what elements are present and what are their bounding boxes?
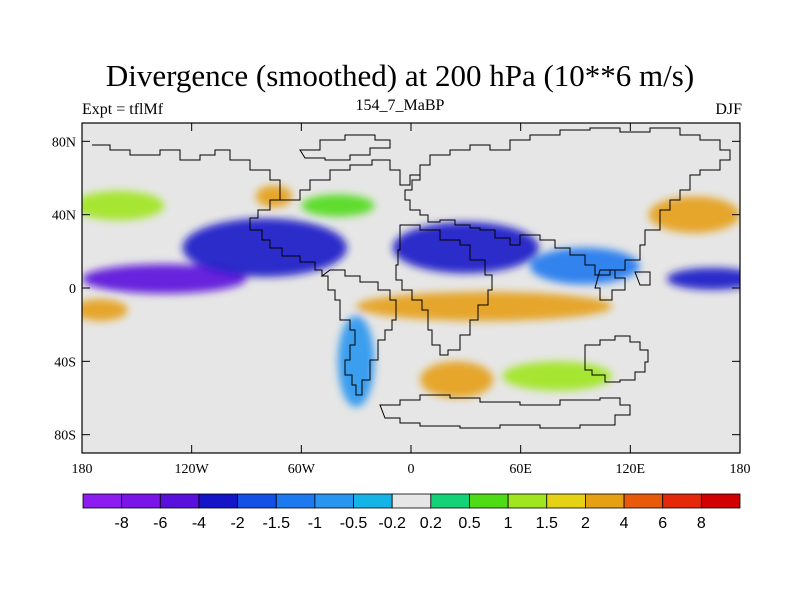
colorbar-box	[198, 493, 238, 509]
colorbar-label: -1.5	[262, 515, 290, 532]
colorbar-label: 0.2	[420, 515, 442, 532]
field-patch	[337, 315, 375, 408]
field-patch	[502, 361, 613, 391]
colorbar-box	[237, 493, 277, 509]
colorbar-box	[430, 493, 470, 509]
colorbar-box	[121, 493, 161, 509]
field-patch	[648, 196, 740, 234]
run-label: 154_7_MaBP	[355, 97, 445, 114]
field-patch	[255, 185, 293, 208]
coastline-maritime-continent	[594, 269, 651, 301]
colorbar-box	[700, 493, 741, 509]
y-tick-label: 80N	[52, 135, 76, 150]
field-patch	[82, 264, 247, 294]
divergence-field	[82, 185, 740, 408]
x-axis: 180 120W 60W 0 60E 120E 180	[72, 123, 751, 477]
x-tick-label: 60W	[288, 462, 316, 477]
colorbar-label: -4	[192, 515, 206, 532]
x-tick-label: 60E	[509, 462, 532, 477]
x-tick-label: 180	[72, 462, 93, 477]
coastline-africa	[395, 224, 493, 356]
field-patch	[182, 218, 348, 277]
colorbar-label: 2	[581, 515, 590, 532]
colorbar-label: -0.5	[340, 515, 368, 532]
colorbar-box	[275, 493, 316, 509]
colorbar-box	[507, 493, 548, 509]
colorbar-label: -1	[308, 515, 322, 532]
coastline-antarctica	[379, 394, 631, 429]
colorbar-box	[469, 493, 509, 509]
colorbar-box	[623, 493, 664, 509]
experiment-label: Expt = tflMf	[82, 101, 164, 118]
field-patch	[666, 267, 740, 290]
colorbar: -8 -6 -4 -2 -1.5 -1 -0.5 -0.2 0.2 0.5 1 1.5 2 4 6 8	[82, 493, 741, 532]
plot-area	[81, 122, 741, 454]
season-label: DJF	[715, 101, 742, 118]
x-tick-label: 120E	[616, 462, 646, 477]
x-tick-label: 120W	[175, 462, 210, 477]
colorbar-label: -6	[153, 515, 167, 532]
colorbar-label: 1.5	[536, 515, 558, 532]
colorbar-box	[82, 493, 123, 509]
colorbar-box	[585, 493, 625, 509]
y-tick-label: 80S	[54, 429, 76, 444]
colorbar-label: 4	[620, 515, 629, 532]
colorbar-box	[314, 493, 354, 509]
coastline-greenland	[299, 134, 391, 161]
field-patch	[420, 361, 494, 398]
field-patch	[356, 291, 613, 322]
colorbar-label: 6	[658, 515, 667, 532]
colorbar-box	[662, 493, 702, 509]
coastline-north-america	[92, 144, 421, 276]
field-patch	[301, 194, 375, 217]
field-patch	[529, 247, 640, 285]
x-tick-label: 0	[408, 462, 415, 477]
colorbar-label: -2	[230, 515, 244, 532]
field-patch	[82, 190, 165, 221]
colorbar-label: -0.2	[378, 515, 406, 532]
field-patch	[392, 222, 539, 274]
coastline-south-america	[320, 269, 397, 396]
colorbar-box	[546, 493, 586, 509]
y-tick-label: 40N	[52, 209, 76, 224]
coastlines	[92, 127, 731, 429]
colorbar-label: 8	[697, 515, 706, 532]
colorbar-box	[353, 493, 393, 509]
y-tick-label: 0	[69, 282, 76, 297]
chart-title: Divergence (smoothed) at 200 hPa (10**6 …	[105, 58, 695, 93]
field-patch	[82, 299, 128, 321]
coastline-eurasia	[404, 127, 731, 276]
coastline-australia	[584, 335, 649, 383]
colorbar-label: 0.5	[458, 515, 480, 532]
x-tick-label: 180	[730, 462, 751, 477]
colorbar-box	[391, 493, 432, 509]
colorbar-label: 1	[504, 515, 513, 532]
y-axis: 80N 40N 0 40S 80S	[52, 135, 740, 444]
colorbar-box	[159, 493, 200, 509]
y-tick-label: 40S	[54, 355, 76, 370]
colorbar-label: -8	[115, 515, 129, 532]
